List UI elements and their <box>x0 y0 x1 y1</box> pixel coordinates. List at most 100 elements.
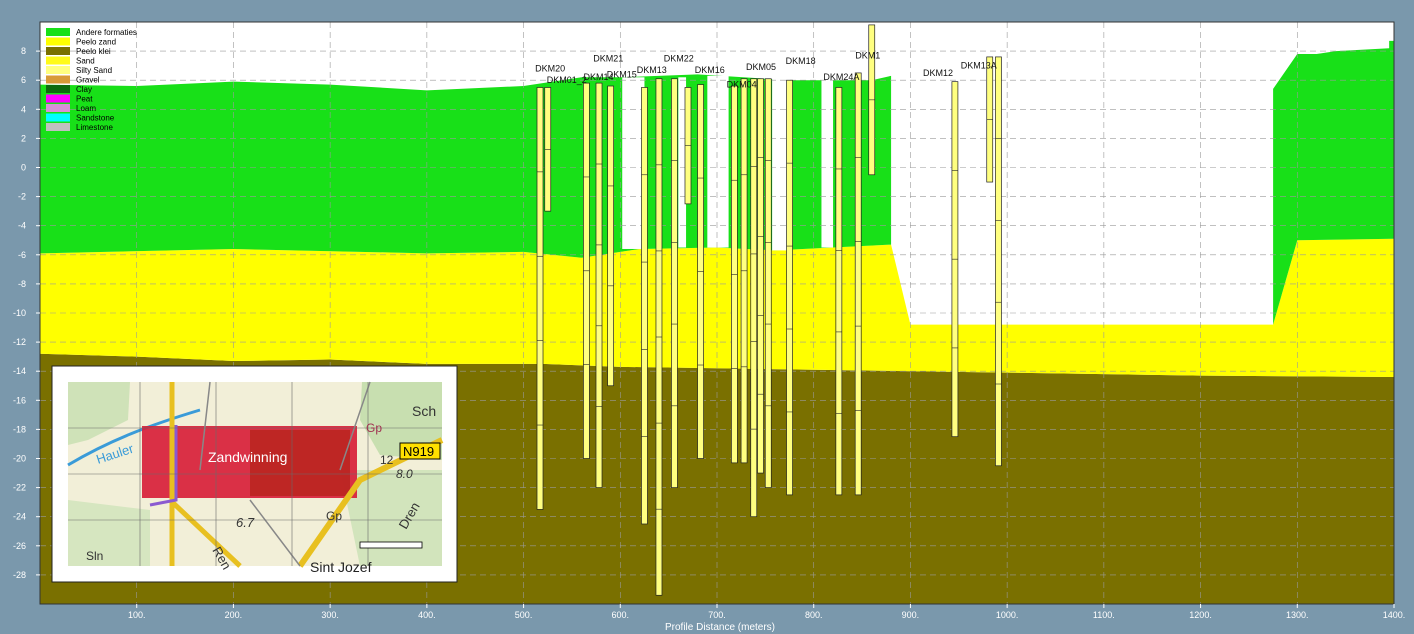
inset-map-scale-bar <box>359 541 423 549</box>
x-tick-label: 800. <box>805 610 823 620</box>
legend-label: Loam <box>76 104 96 113</box>
legend-label: Limestone <box>76 123 113 132</box>
borehole-label: DKM15 <box>607 69 637 79</box>
legend-label: Peelo klei <box>76 47 111 56</box>
inset-map-green-area-right <box>360 382 442 460</box>
inset-map-road-main <box>168 498 242 568</box>
borehole-dkm19 <box>835 87 843 496</box>
layer-gap <box>622 77 645 249</box>
inset-map-label-8-0: 8.0 <box>396 467 413 481</box>
borehole-label: DKM12 <box>923 68 953 78</box>
y-axis-ticks: 8 6 4 2 0 -2 -4 -6 -8 -10 -12 -14 -16 -18 -20 -22 -24 -26… <box>13 46 40 580</box>
x-tick-label: 200. <box>225 610 243 620</box>
inset-map-label-sint-jozef: Sint Jozef <box>310 559 372 575</box>
inset-map: Zandwinning Hauler Sch Gp Gp N919 12 8.0… <box>51 365 458 583</box>
x-tick-label: 900. <box>902 610 920 620</box>
borehole-label: DKM01_2 <box>547 75 587 85</box>
borehole-dkm14 <box>595 82 603 488</box>
legend-swatch <box>46 28 70 36</box>
borehole-label: DKM14 <box>584 72 614 82</box>
borehole-label: DKM24A <box>823 72 859 82</box>
inset-map-label-12: 12 <box>380 453 394 467</box>
legend-label: Gravel <box>76 76 100 85</box>
legend-swatch <box>46 56 70 65</box>
y-tick-label: -16 <box>13 395 26 405</box>
inset-map-grid <box>68 382 442 566</box>
y-tick-label: -22 <box>13 483 26 493</box>
y-tick-label: -6 <box>18 250 26 260</box>
inset-map-label-gp-bottom: Gp <box>326 509 342 523</box>
borehole-dkm20 <box>536 87 544 510</box>
y-tick-label: 4 <box>21 104 26 114</box>
layer-gap <box>772 78 787 251</box>
inset-map-road-grey <box>199 381 371 567</box>
y-tick-label: -12 <box>13 337 26 347</box>
legend-swatch <box>46 75 70 84</box>
inset-map-n919-badge <box>399 442 441 460</box>
legend-swatch <box>46 113 70 122</box>
inset-map-label-sch: Sch <box>412 403 436 419</box>
borehole-label: DKM13A <box>961 61 997 71</box>
y-tick-label: -10 <box>13 308 26 318</box>
legend-label: Andere formaties <box>76 28 137 37</box>
inset-map-green-area-bottom <box>68 500 150 566</box>
y-tick-label: 8 <box>21 46 26 56</box>
legend-label: Peat <box>76 95 93 104</box>
y-tick-label: 0 <box>21 163 26 173</box>
y-tick-label: -20 <box>13 454 26 464</box>
borehole-label: DKM16 <box>695 65 725 75</box>
legend-label: Sandstone <box>76 114 115 123</box>
legend-swatch <box>46 94 70 103</box>
legend-label: Peelo zand <box>76 38 116 47</box>
y-tick-label: -28 <box>13 570 26 580</box>
borehole-dkm18 <box>786 79 793 496</box>
borehole-label: DKM21 <box>593 53 623 63</box>
borehole-dkm15 <box>607 85 614 387</box>
x-tick-label: 1000. <box>996 610 1019 620</box>
legend-swatch <box>46 47 70 55</box>
y-tick-label: 6 <box>21 75 26 85</box>
x-tick-label: 1200. <box>1189 610 1212 620</box>
x-tick-label: 500. <box>515 610 533 620</box>
borehole-label: DKM22 <box>664 53 694 63</box>
y-tick-label: -14 <box>13 366 26 376</box>
borehole-label: DKM13 <box>637 65 667 75</box>
y-tick-label: -26 <box>13 541 26 551</box>
borehole-dkm06 <box>750 78 758 518</box>
layer-gap <box>707 75 729 248</box>
legend-swatch <box>46 104 70 112</box>
x-tick-label: 700. <box>708 610 726 620</box>
borehole-dkm23 <box>671 78 678 488</box>
x-tick-label: 1300. <box>1286 610 1309 620</box>
borehole-label: DKM20 <box>535 63 565 73</box>
inset-map-canal <box>67 408 201 467</box>
layer-andere-formaties-right <box>1273 40 1394 325</box>
borehole-dkm13a <box>995 56 1002 467</box>
borehole-label: DKM1 <box>855 50 880 60</box>
legend-label: Clay <box>76 85 92 94</box>
x-axis-ticks: 100. 200. 300. 400. 500. 600. 700. 800. 900. 1000… <box>128 604 1405 620</box>
borehole-dkm1 <box>854 72 862 496</box>
x-tick-label: 300. <box>321 610 339 620</box>
y-tick-label: -4 <box>18 221 26 231</box>
inset-map-label-n919: N919 <box>403 444 434 459</box>
borehole-dkm13 <box>641 87 648 525</box>
borehole-label: DKM05 <box>746 62 776 72</box>
legend-label: Silty Sand <box>76 66 112 75</box>
x-tick-label: 1400. <box>1383 610 1406 620</box>
x-tick-label: 1100. <box>1093 610 1115 620</box>
borehole-label: DKM04 <box>727 79 757 89</box>
inset-map-extraction-inner <box>250 430 350 496</box>
x-axis-label: Profile Distance (meters) <box>665 622 775 633</box>
y-tick-label: -18 <box>13 424 26 434</box>
legend-swatch <box>46 66 70 74</box>
y-tick-label: 2 <box>21 133 26 143</box>
layer-gap <box>678 77 687 248</box>
inset-map-road-purple <box>149 425 178 507</box>
layer-gap <box>821 78 834 248</box>
inset-map-label-zandwinning: Zandwinning <box>208 449 287 465</box>
legend-swatch <box>46 85 70 93</box>
